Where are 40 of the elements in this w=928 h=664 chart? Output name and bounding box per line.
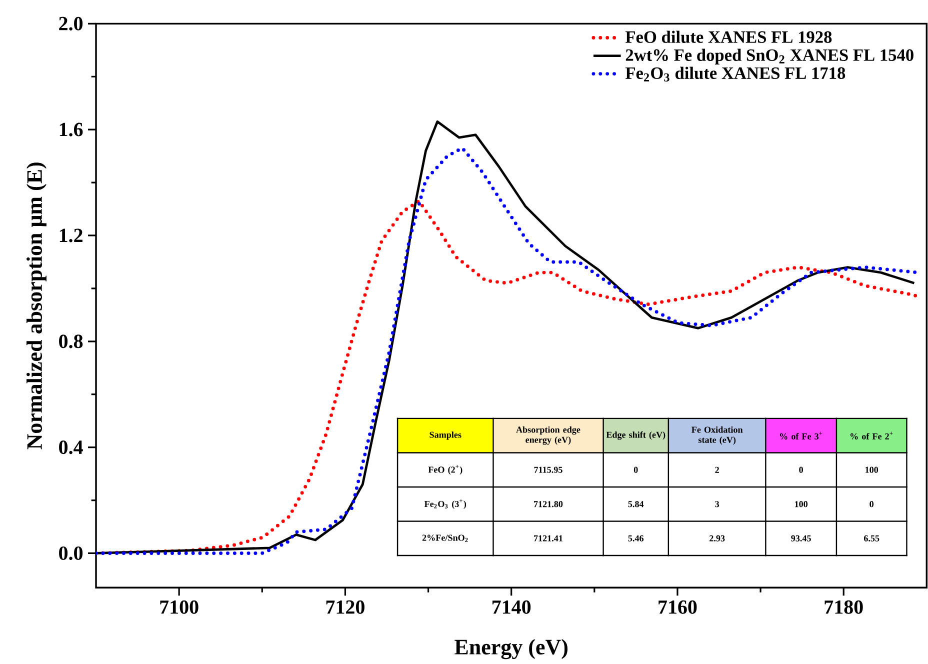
annotation: 7121.80 [534, 501, 563, 508]
annotation: 5.84 [628, 501, 644, 508]
annotation: % of Fe 3$^{+}$ [780, 432, 822, 440]
annotation: 0 [799, 466, 803, 474]
annotation: Fe Oxidation state (eV) [692, 426, 743, 445]
annotation: Absorption edge energy (eV) [516, 426, 580, 446]
y-tick-label: 0.0 [59, 546, 83, 560]
annotation: Edge shift (eV) [606, 432, 666, 440]
annotation: % of Fe 2$^{+}$ [850, 432, 893, 440]
legend-label: 2wt% Fe doped SnO$_{2}$ XANES FL 1540 [626, 48, 914, 65]
annotation: 93.45 [791, 536, 811, 542]
annotation: 6.55 [864, 536, 880, 542]
y-tick-label: 0.8 [59, 334, 83, 348]
y-tick-label: 2.0 [59, 17, 83, 31]
x-tick-label: 7180 [824, 600, 863, 614]
annotation: 2%Fe/SnO$_{2}$ [422, 534, 468, 542]
x-axis-title: Energy (eV) [454, 639, 568, 660]
legend-label: Fe$_{2}$O$_{3}$ dilute XANES FL 1718 [625, 67, 846, 82]
x-tick-label: 7100 [160, 600, 198, 614]
legend-label: FeO dilute XANES FL 1928 [625, 30, 832, 44]
x-tick-label: 7140 [492, 600, 531, 614]
y-axis-title: Normalized absorption μm (E) [26, 162, 46, 450]
annotation: 2.93 [710, 536, 725, 542]
annotation: 2 [715, 467, 719, 474]
x-tick-label: 7160 [658, 600, 697, 614]
annotation: Samples [430, 432, 462, 440]
annotation: 100 [795, 501, 808, 508]
annotation: 100 [866, 466, 878, 474]
y-tick-label: 1.2 [60, 228, 82, 242]
x-tick-label: 7120 [326, 600, 364, 614]
annotation: 3 [715, 501, 720, 508]
y-tick-label: 0.4 [59, 440, 83, 454]
annotation: Fe$_{2}$O$_{3}$ (3$^{+}$) [424, 500, 466, 510]
annotation: 7115.95 [534, 466, 562, 474]
y-tick-label: 1.6 [60, 123, 83, 137]
annotation: 7121.41 [534, 536, 562, 542]
annotation: 0 [634, 466, 638, 474]
annotation: 0 [870, 501, 874, 508]
annotation: FeO (2$^{+}$) [428, 465, 462, 475]
annotation: 5.46 [628, 536, 644, 542]
